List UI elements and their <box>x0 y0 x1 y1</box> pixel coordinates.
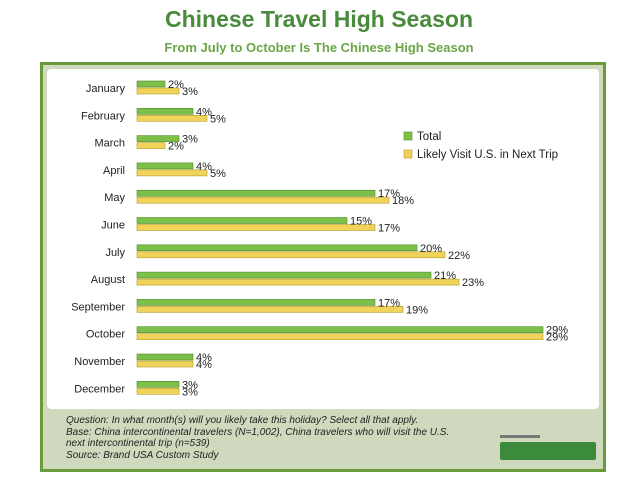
value-label: 29% <box>546 332 568 344</box>
bar-likely-visit <box>136 142 166 149</box>
logo-emblem <box>500 442 596 460</box>
value-label: 2% <box>168 141 184 153</box>
bar-likely-visit <box>136 224 376 231</box>
value-label: 17% <box>378 223 400 235</box>
category-label: November <box>74 356 125 368</box>
value-label: 19% <box>406 304 428 316</box>
legend-swatch-total <box>403 131 413 141</box>
value-label: 3% <box>182 379 198 391</box>
bar-likely-visit <box>136 333 544 341</box>
category-label: January <box>86 83 126 95</box>
category-label: May <box>104 192 125 204</box>
value-label: 3% <box>182 134 198 146</box>
bar-likely-visit <box>136 306 404 313</box>
footnote-source: Source: Brand USA Custom Study <box>66 449 219 461</box>
bar-total <box>136 299 376 306</box>
value-label: 4% <box>196 106 212 118</box>
bar-total <box>136 244 418 252</box>
bar-likely-visit <box>136 360 194 368</box>
value-label: 5% <box>210 113 226 125</box>
value-label: 17% <box>378 188 400 200</box>
value-label: 3% <box>182 386 198 398</box>
value-label: 23% <box>462 277 484 289</box>
value-label: 3% <box>182 86 198 98</box>
bar-total <box>136 80 166 88</box>
value-label: 29% <box>546 325 568 337</box>
category-label: December <box>74 383 125 395</box>
category-label: March <box>94 138 125 150</box>
value-label: 4% <box>196 161 212 173</box>
chart-footnote: Question: In what month(s) will you like… <box>66 415 486 461</box>
bar-total <box>136 135 180 142</box>
bar-total <box>136 189 376 197</box>
value-label: 17% <box>378 297 400 309</box>
bar-total <box>136 326 544 334</box>
bar-likely-visit <box>136 114 208 122</box>
bar-likely-visit <box>136 196 390 204</box>
footnote-base-line2: next intercontinental trip (n=539) <box>66 438 210 449</box>
brand-logo <box>500 434 596 464</box>
bar-total <box>136 380 180 388</box>
legend-swatch-likely-visit <box>403 149 413 159</box>
bar-likely-visit <box>136 387 180 395</box>
value-label: 22% <box>448 250 470 262</box>
chart-panel: January 2% 3% February 4% 5% March 3% 2% April 4% 5… <box>47 69 599 409</box>
category-label: October <box>86 329 125 341</box>
value-label: 2% <box>168 79 184 91</box>
legend-label: Total <box>417 131 441 143</box>
value-label: 4% <box>196 352 212 364</box>
value-label: 18% <box>392 195 414 207</box>
value-label: 21% <box>434 270 456 282</box>
bar-total <box>136 271 432 279</box>
value-label: 15% <box>350 216 372 228</box>
category-label: June <box>101 220 125 232</box>
category-label: July <box>105 247 125 259</box>
bar-total <box>136 107 194 115</box>
bar-total <box>136 217 348 224</box>
logo-top-mark <box>500 435 540 438</box>
category-label: September <box>71 301 125 313</box>
value-label: 4% <box>196 359 212 371</box>
value-label: 20% <box>420 243 442 255</box>
bar-likely-visit <box>136 87 180 95</box>
footnote-question: Question: In what month(s) will you like… <box>66 415 419 426</box>
chart-legend: Total Likely Visit U.S. in Next Trip <box>403 131 558 161</box>
legend-label: Likely Visit U.S. in Next Trip <box>417 149 558 161</box>
value-label: 5% <box>210 168 226 180</box>
category-label: April <box>103 165 125 177</box>
bars-group <box>136 80 544 395</box>
bar-total <box>136 162 194 170</box>
bar-likely-visit <box>136 278 460 286</box>
page-title: Chinese Travel High Season <box>164 6 474 32</box>
footnote-base-line1: Base: China intercontinental travelers (… <box>66 426 450 438</box>
page-subtitle: From July to October Is The Chinese High… <box>164 40 474 55</box>
bar-total <box>136 353 194 361</box>
category-label: August <box>91 274 125 286</box>
category-label: February <box>81 110 126 122</box>
labels-group: January 2%3%February 4%5%March 3%2%April 4%5… <box>71 79 568 398</box>
bar-likely-visit <box>136 169 208 177</box>
bar-chart: January 2%3%February 4%5%March 3%2%April 4%5… <box>71 79 568 398</box>
bar-likely-visit <box>136 251 446 259</box>
